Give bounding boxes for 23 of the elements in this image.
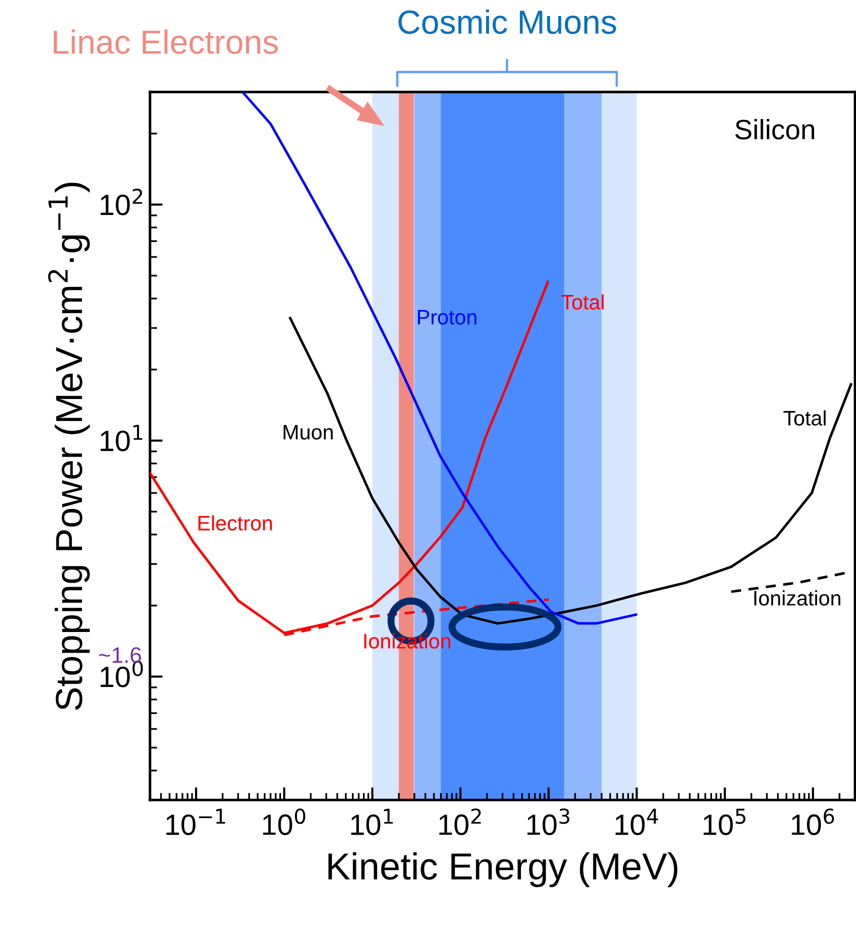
x-tick-label: 10$^{1}$: [351, 808, 393, 836]
annotation: Silicon: [735, 119, 814, 140]
x-axis-title: Kinetic Energy (MeV): [328, 852, 678, 888]
annotation: Electron: [198, 515, 272, 531]
y-tick-label: 10$^{1}$: [100, 424, 142, 452]
text: ~1.6: [99, 647, 141, 663]
annotation: Total: [561, 294, 604, 310]
x-tick-label: 10$^{0}$: [263, 808, 306, 836]
annotation: Ionization: [364, 633, 450, 649]
x-tick-label: 10$^{6}$: [792, 808, 834, 836]
annotation: Proton: [418, 310, 476, 325]
x-tick-label: 10$^{2}$: [439, 808, 481, 836]
y-axis-title: Stopping Power (MeV·cm$^{2}$·g$^{−1}$): [48, 182, 90, 710]
annotation: Ionization: [754, 590, 840, 606]
x-tick-label: 10$^{5}$: [704, 808, 746, 836]
annotation: Muon: [284, 425, 333, 440]
x-tick-label: 10$^{−1}$: [166, 808, 226, 836]
annotation: Total: [783, 410, 826, 426]
band-label: Cosmic Muons: [398, 9, 616, 34]
band-label: Linac Electrons: [54, 29, 278, 54]
x-tick-label: 10$^{3}$: [527, 808, 570, 836]
x-tick-label: 10$^{4}$: [616, 808, 658, 836]
y-tick-label: 10$^{2}$: [100, 188, 142, 216]
